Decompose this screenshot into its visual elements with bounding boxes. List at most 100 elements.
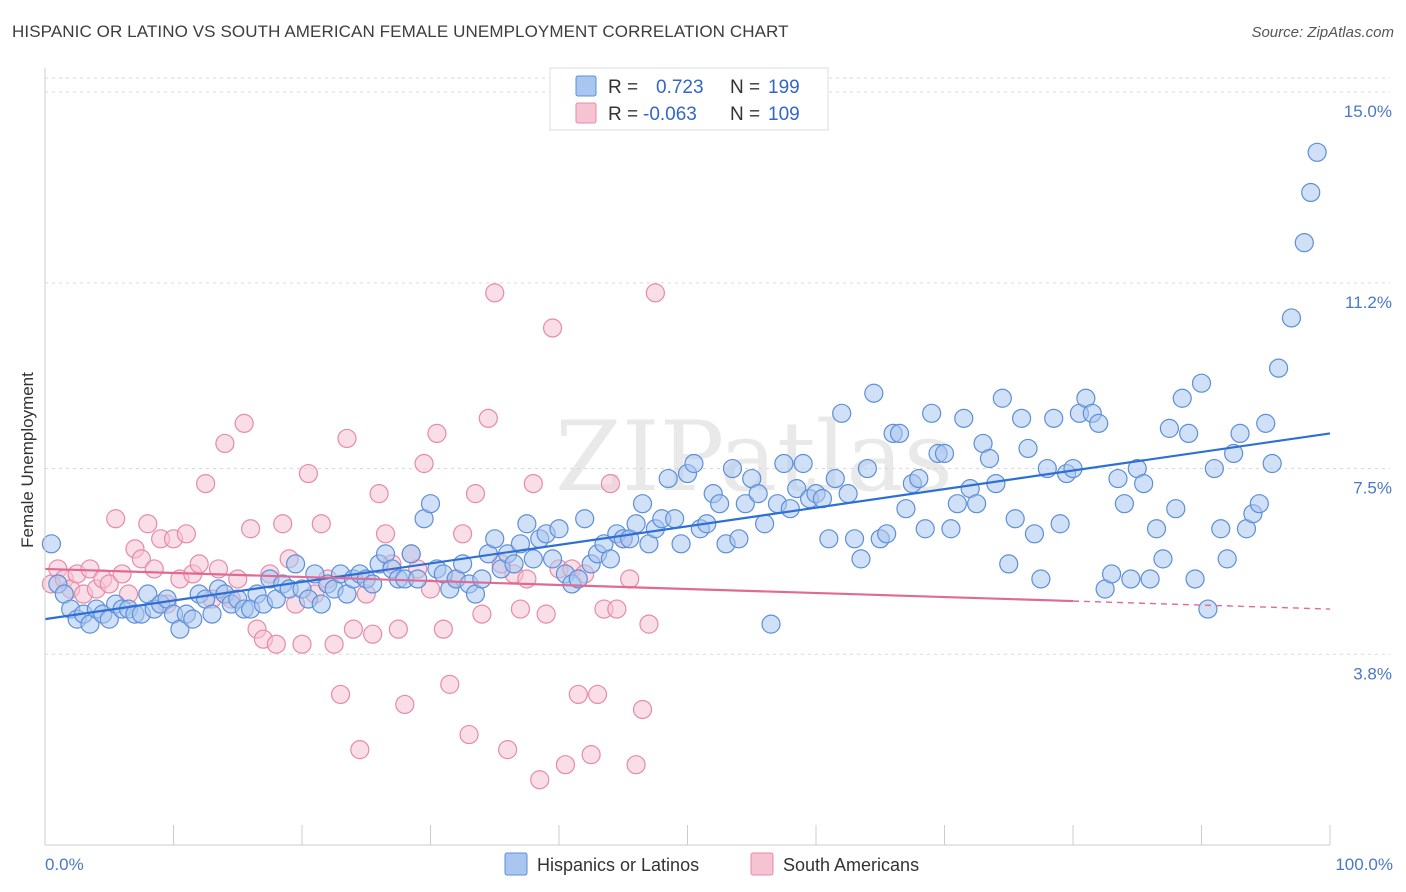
hispanics-point-135 [909, 468, 929, 489]
hispanics-point-74 [517, 514, 537, 534]
south-americans-point-11 [112, 564, 132, 584]
south-americans-point-91 [626, 755, 646, 775]
south-americans-point-65 [459, 724, 479, 745]
hispanics-point-133 [896, 499, 916, 519]
hispanics-point-194 [1301, 182, 1321, 203]
hispanics-point-182 [1211, 519, 1231, 539]
south-americans-point-68 [478, 408, 498, 428]
legend-n-value-1: 199 [768, 77, 800, 98]
south-americans-point-46 [337, 428, 357, 449]
south-americans-point-30 [234, 413, 254, 433]
hispanics-point-57 [408, 569, 428, 589]
bottom-legend-hispanics: Hispanics or Latinos [537, 855, 699, 875]
south-americans-point-93 [639, 614, 659, 634]
hispanics-point-73 [510, 534, 531, 554]
hispanics-point-128 [864, 383, 884, 403]
hispanics-point-167 [1114, 494, 1135, 514]
hispanics-point-104 [710, 494, 730, 514]
hispanics-point-125 [844, 529, 865, 549]
hispanics-point-72 [504, 554, 524, 574]
legend-n-label-1: N = [730, 77, 760, 98]
hispanics-point-121 [819, 529, 839, 549]
south-americans-point-23 [189, 554, 209, 574]
hispanics-point-195 [1307, 142, 1327, 162]
south-americans-point-64 [453, 524, 473, 544]
hispanics-point-166 [1108, 468, 1128, 489]
hispanics-point-156 [1044, 408, 1064, 428]
hispanics-point-83 [575, 509, 595, 529]
hispanics-point-171 [1140, 569, 1160, 589]
hispanics-point-181 [1204, 458, 1224, 479]
hispanics-point-148 [992, 388, 1012, 408]
south-americans-point-69 [485, 283, 505, 303]
hispanics-trend-line [44, 432, 1331, 621]
south-americans-point-77 [536, 604, 556, 624]
hispanics-point-69 [485, 529, 505, 549]
hispanics-point-149 [999, 554, 1019, 574]
south-americans-trend-line [44, 567, 1074, 603]
hispanics-point-98 [671, 534, 691, 554]
hispanics-point-75 [523, 549, 543, 569]
legend-r-value-1: 0.723 [656, 77, 704, 98]
hispanics-point-22 [183, 609, 203, 629]
south-americans-point-47 [343, 619, 363, 639]
south-americans-point-67 [472, 604, 492, 624]
hispanics-point-180 [1198, 599, 1218, 619]
hispanics-point-178 [1185, 569, 1205, 589]
hispanics-point-114 [774, 453, 794, 474]
chart-title: HISPANIC OR LATINO VS SOUTH AMERICAN FEM… [12, 22, 789, 41]
hispanics-point-123 [832, 403, 852, 423]
hispanics-point-192 [1281, 308, 1302, 328]
south-americans-point-88 [607, 599, 627, 619]
hispanics-point-136 [915, 519, 935, 539]
hispanics-point-59 [420, 494, 441, 514]
legend-r-label-2: R = [608, 104, 638, 125]
hispanics-point-112 [761, 614, 781, 634]
south-americans-point-92 [632, 699, 653, 720]
legend-n-label-2: N = [730, 104, 760, 125]
hispanics-point-96 [658, 468, 678, 489]
legend-box: R = 0.723 N = 199 R = -0.063 N = 109 [549, 67, 829, 131]
south-americans-point-71 [498, 740, 518, 760]
south-americans-point-10 [106, 509, 126, 529]
south-americans-trend-line-dashed [1072, 600, 1331, 610]
hispanics-point-122 [825, 468, 845, 489]
south-americans-point-85 [587, 684, 608, 705]
bottom-legend: Hispanics or Latinos South Americans [504, 852, 919, 876]
hispanics-point-163 [1089, 413, 1109, 433]
legend-r-label-1: R = [608, 77, 638, 98]
hispanics-point-140 [941, 519, 961, 539]
grid-lines [45, 77, 1390, 655]
hispanics-point-170 [1134, 473, 1154, 494]
south-americans-point-44 [324, 634, 344, 654]
hispanics-point-193 [1294, 233, 1314, 253]
south-americans-point-27 [215, 433, 235, 454]
south-americans-point-6 [80, 559, 100, 579]
y-tick-label-0: 3.8% [1353, 664, 1392, 683]
south-americans-point-42 [311, 514, 331, 534]
hispanics-point-56 [401, 544, 421, 564]
south-americans-point-52 [375, 524, 396, 544]
hispanics-point-0 [41, 534, 62, 554]
x-tick-label-0: 0.0% [45, 855, 84, 874]
south-americans-point-94 [645, 283, 665, 303]
hispanics-point-185 [1230, 423, 1250, 444]
hispanics-point-172 [1146, 519, 1167, 539]
hispanics-point-144 [967, 494, 987, 514]
south-americans-point-61 [433, 619, 453, 639]
hispanics-point-137 [922, 403, 942, 423]
south-americans-point-58 [414, 453, 434, 474]
south-americans-point-29 [228, 569, 248, 589]
hispanics-point-150 [1005, 509, 1025, 529]
hispanics-point-124 [838, 484, 858, 504]
south-americans-point-21 [176, 524, 196, 544]
south-americans-point-66 [465, 484, 486, 504]
hispanics-point-108 [735, 494, 755, 514]
bottom-legend-swatch-blue [504, 852, 528, 876]
south-americans-point-35 [266, 634, 286, 654]
hispanics-point-106 [722, 458, 743, 479]
hispanics-point-139 [934, 443, 955, 464]
hispanics-point-165 [1101, 564, 1122, 584]
hispanics-point-189 [1256, 413, 1276, 433]
hispanics-point-191 [1268, 358, 1289, 378]
